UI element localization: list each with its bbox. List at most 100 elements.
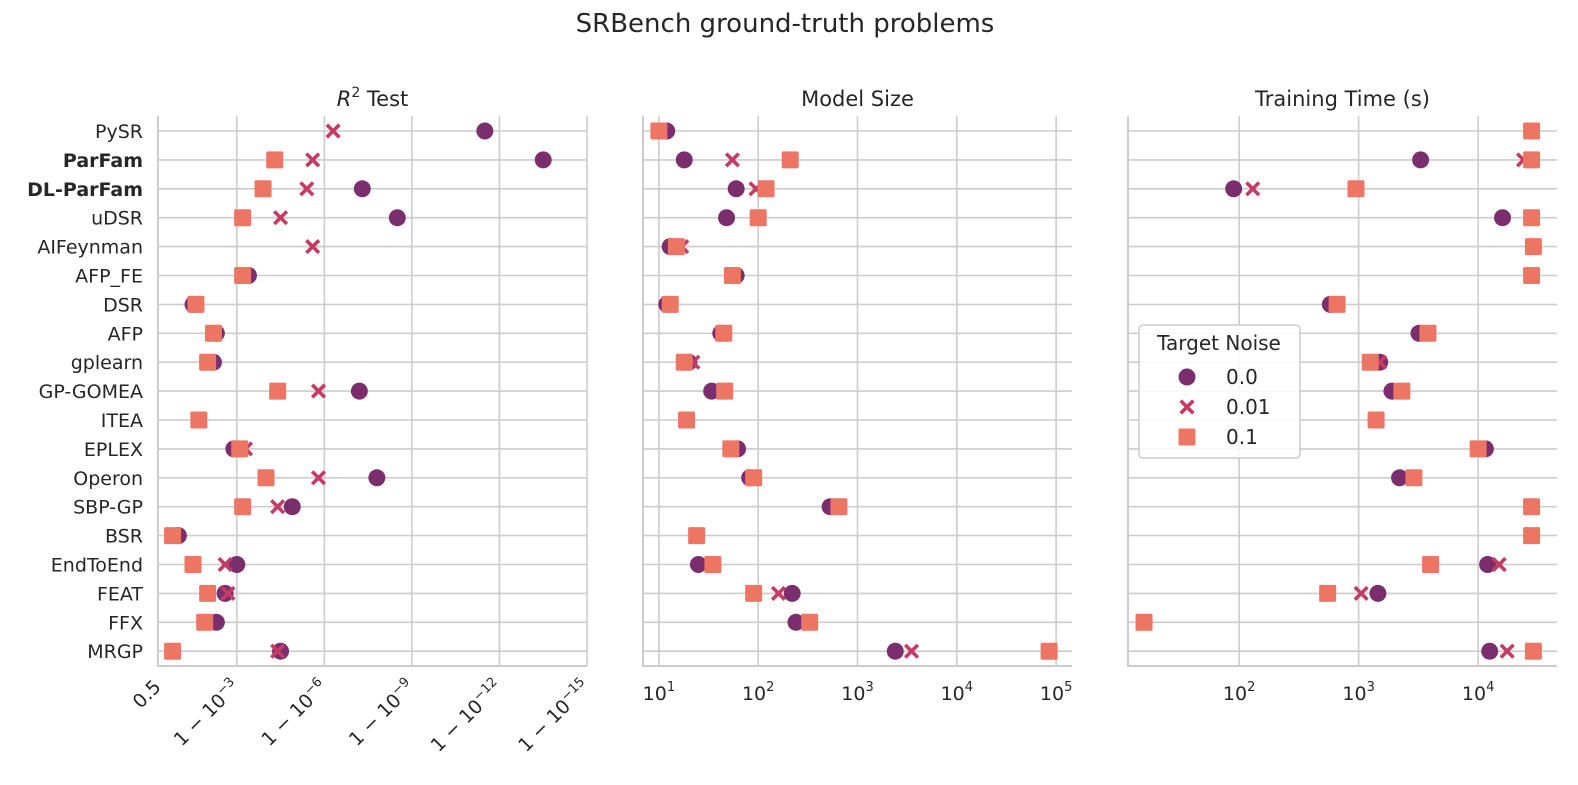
legend: Target Noise 0.0 0.01 0.1 (1138, 324, 1301, 459)
y-tick-label: uDSR (91, 208, 143, 230)
data-point-circle (787, 613, 805, 631)
data-point-square (204, 324, 222, 342)
panel-title: Training Time (s) (1254, 87, 1430, 111)
data-point-cross (299, 181, 315, 197)
y-tick-label: AIFeynman (37, 237, 143, 259)
data-point-circle (718, 209, 736, 227)
data-point-square (196, 613, 214, 631)
data-point-square (1361, 353, 1379, 371)
x-tick-label: 1 − 10−15 (513, 675, 595, 757)
data-point-square (1523, 527, 1541, 545)
data-point-square (1523, 209, 1541, 227)
data-point-circle (1225, 180, 1243, 198)
data-point-cross (272, 210, 289, 226)
y-tick-label: AFP_FE (75, 266, 143, 288)
data-point-cross (217, 556, 233, 573)
data-point-square (704, 556, 722, 573)
data-point-square (801, 613, 819, 631)
data-point-cross (325, 123, 341, 139)
y-tick-label: MRGP (87, 641, 143, 663)
data-point-square (757, 180, 775, 198)
data-point-square (1422, 556, 1440, 573)
legend-marker (1179, 399, 1195, 415)
y-tick-label: PySR (95, 121, 143, 143)
data-point-square (678, 411, 696, 429)
data-point-square (1040, 642, 1058, 660)
data-point-square (266, 151, 284, 169)
data-point-square (231, 440, 249, 458)
x-tick-label: 104 (941, 680, 973, 705)
data-point-square (688, 527, 706, 545)
x-tick-label: 101 (643, 680, 675, 705)
data-point-cross (310, 383, 327, 399)
data-point-square (1393, 382, 1411, 400)
panel-title: R2 Test (337, 85, 409, 111)
data-point-cross (724, 152, 740, 168)
data-point-square (234, 267, 252, 284)
legend-entry-label: 0.01 (1226, 395, 1271, 419)
data-point-cross (305, 239, 321, 255)
data-point-square (723, 267, 741, 284)
data-point-circle (1391, 469, 1409, 487)
data-point-circle (388, 209, 406, 227)
x-tick-label: 103 (841, 680, 873, 705)
data-point-cross (305, 152, 321, 168)
data-point-square (722, 440, 740, 458)
x-tick-label: 103 (1342, 680, 1374, 705)
data-point-circle (272, 642, 290, 660)
data-point-cross (310, 470, 327, 486)
data-point-cross (220, 585, 236, 601)
data-point-cross (903, 643, 920, 659)
data-point-circle (1481, 642, 1499, 660)
data-point-circle (228, 556, 246, 573)
data-point-cross (1499, 643, 1515, 659)
data-point-circle (1479, 556, 1497, 573)
data-point-square (1524, 238, 1542, 256)
data-point-square (1405, 469, 1423, 487)
x-tick-label: 1 − 10−6 (256, 675, 332, 751)
legend-box (1138, 324, 1301, 459)
y-tick-label: Operon (73, 468, 143, 490)
axis-spine (1127, 116, 1557, 667)
data-point-circle (353, 180, 371, 198)
panel-time: Training Time (s) 102 103 104 (1127, 87, 1557, 705)
data-point-square (184, 556, 202, 573)
data-point-cross (270, 499, 286, 515)
data-point-circle (1412, 151, 1430, 169)
data-point-square (1328, 295, 1346, 313)
data-point-square (745, 469, 763, 487)
axis-spine (157, 116, 587, 667)
data-point-cross (1353, 585, 1369, 601)
y-tick-label: AFP (108, 323, 143, 345)
data-point-square (661, 295, 679, 313)
y-tick-label: SBP-GP (73, 497, 143, 519)
y-tick-label: GP-GOMEA (39, 381, 143, 403)
data-point-square (1135, 613, 1153, 631)
data-point-square (1524, 642, 1542, 660)
data-point-cross (1245, 181, 1261, 197)
data-point-square (199, 353, 217, 371)
x-tick-label: 104 (1462, 680, 1494, 705)
panel-size: Model Size 101 102 103 104 105 (642, 87, 1072, 705)
data-point-square (749, 209, 767, 227)
data-point-square (1523, 151, 1541, 169)
data-point-square (1523, 498, 1541, 516)
data-point-square (1469, 440, 1487, 458)
data-point-circle (1369, 584, 1387, 602)
data-point-cross (270, 643, 286, 659)
data-point-square (257, 469, 275, 487)
axis-spine (642, 116, 1072, 667)
data-point-square (269, 382, 287, 400)
data-point-square (1319, 584, 1337, 602)
y-tick-label: EndToEnd (51, 555, 143, 577)
data-point-square (1523, 267, 1541, 284)
data-point-circle (703, 382, 721, 400)
data-point-circle (727, 180, 745, 198)
data-point-cross (770, 585, 787, 601)
data-point-cross (1491, 556, 1507, 573)
x-tick-label: 1 − 10−12 (425, 675, 507, 757)
data-point-square (1419, 324, 1437, 342)
data-point-square (254, 180, 272, 198)
data-point-square (164, 642, 182, 660)
